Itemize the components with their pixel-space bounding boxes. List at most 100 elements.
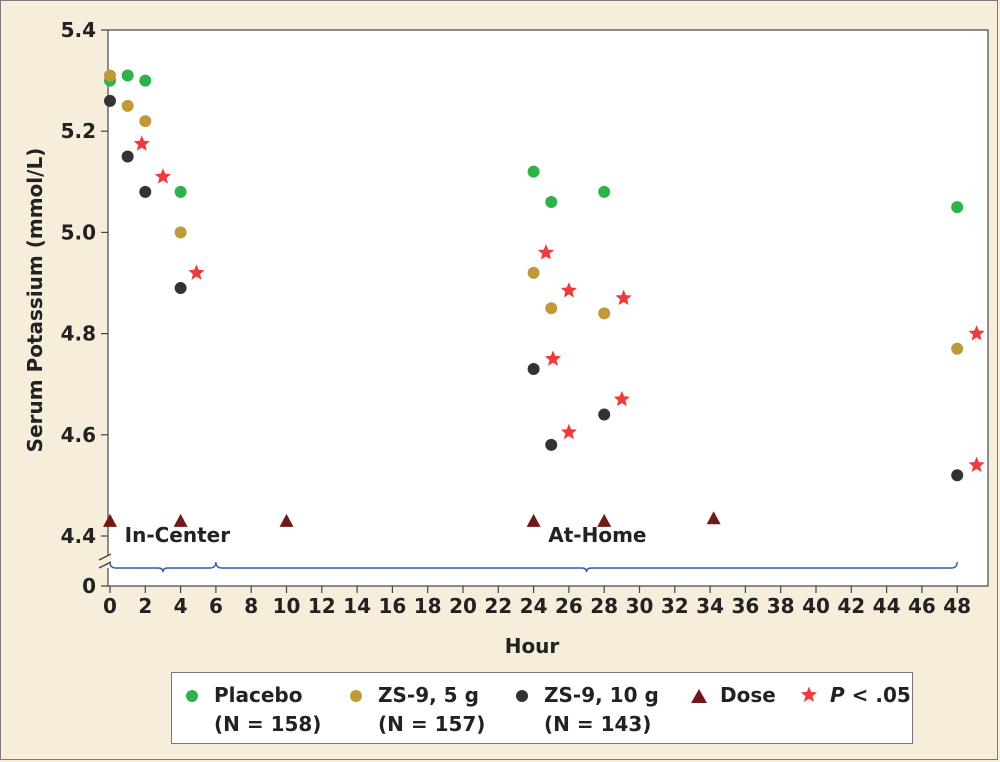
x-tick-label: 4 <box>174 594 188 618</box>
significance-star <box>544 350 562 366</box>
y-tick-label: 4.4 <box>61 524 96 548</box>
x-tick-label: 6 <box>209 594 223 618</box>
x-tick-label: 46 <box>908 594 936 618</box>
legend-label-p-italic: P <box>830 683 845 707</box>
legend-label-dose: Dose <box>720 683 776 707</box>
zs-9-10-g-point <box>139 185 152 198</box>
axes <box>98 29 958 593</box>
y-tick-label: 5.4 <box>61 18 96 42</box>
significance-star <box>968 456 985 473</box>
zs-9-10-g-point <box>527 363 540 376</box>
x-tick-label: 30 <box>626 594 654 618</box>
x-tick-label: 8 <box>244 594 258 618</box>
legend-n-zs9-10g: (N = 143) <box>544 712 652 736</box>
region-label-at-home: At-Home <box>548 523 646 547</box>
placebo-point <box>139 74 152 87</box>
zs-9-10-g-point <box>104 94 116 107</box>
x-tick-label: 34 <box>696 594 724 618</box>
zs-9-5-g-point <box>527 266 540 279</box>
triangle-icon <box>691 689 707 703</box>
scatter-chart: 4.44.64.85.05.25.400 2 4 6 8 10 12 14 16 18 20 22 24… <box>23 18 989 658</box>
zs-9-10-g-point <box>121 150 134 163</box>
zs-9-5-g-point <box>598 307 611 320</box>
legend-label-pvalue: P < .05 <box>830 681 911 710</box>
zs-9-10-g-point <box>598 408 611 421</box>
zs-9-10-g-point <box>174 282 187 295</box>
significance-star <box>133 135 150 151</box>
x-tick-label: 42 <box>837 594 865 618</box>
dose-marker <box>597 513 612 527</box>
placebo-point <box>545 196 558 209</box>
y-tick-label: 4.8 <box>61 322 96 346</box>
dose-marker <box>526 513 541 527</box>
x-tick-label: 14 <box>343 594 371 618</box>
region-label-in-center: In-Center <box>125 523 231 547</box>
placebo-point <box>527 165 540 178</box>
x-tick-label: 44 <box>873 594 901 618</box>
plot-area <box>107 29 989 587</box>
dose-marker <box>706 511 721 525</box>
at-home-brace <box>215 561 958 573</box>
significance-star <box>613 390 630 407</box>
star-icon <box>800 686 818 702</box>
period-braces <box>109 561 958 573</box>
zs-9-5-g-point <box>104 69 116 82</box>
legend-n-zs9-5g: (N = 157) <box>378 712 486 736</box>
legend-label-placebo: Placebo <box>214 683 303 707</box>
legend-n-placebo: (N = 158) <box>214 712 322 736</box>
zs-9-5-g-point <box>139 115 152 128</box>
legend-label-p-rest: < .05 <box>844 683 911 707</box>
significance-star <box>537 244 555 260</box>
x-tick-label: 2 <box>138 594 152 618</box>
dose-marker <box>279 513 294 527</box>
x-tick-label: 10 <box>273 594 301 618</box>
axis-break-mark <box>98 553 112 561</box>
legend: Placebo (N = 158) ZS-9, 5 g (N = 157) ZS… <box>171 672 913 744</box>
significance-star <box>615 289 632 306</box>
green-circle-icon <box>186 690 198 702</box>
x-tick-label: 24 <box>520 594 548 618</box>
y-tick-label: 5.2 <box>61 119 96 143</box>
axis-break-mark <box>98 561 112 569</box>
x-tick-label: 32 <box>661 594 689 618</box>
legend-label-zs9-5g: ZS-9, 5 g <box>378 683 479 707</box>
placebo-point <box>598 185 611 198</box>
significance-star <box>154 168 172 184</box>
zs-9-5-g-point <box>951 342 964 355</box>
x-tick-label: 40 <box>802 594 830 618</box>
x-tick-label: 0 <box>103 594 117 618</box>
x-tick-label: 28 <box>590 594 618 618</box>
x-tick-label: 20 <box>449 594 477 618</box>
region-labels: In-Center At-Home <box>125 523 647 547</box>
zs-9-5-g-point <box>545 302 558 315</box>
x-tick-label: 36 <box>731 594 759 618</box>
gold-circle-icon <box>350 690 362 702</box>
x-axis-title: Hour <box>505 634 560 658</box>
significance-star <box>560 282 577 298</box>
dose-marker <box>103 513 117 527</box>
placebo-point <box>121 69 134 82</box>
y-axis-title: Serum Potassium (mmol/L) <box>23 148 47 453</box>
y-tick-label: 4.6 <box>61 423 96 447</box>
zs-9-10-g-point <box>951 469 964 482</box>
zs-9-10-g-point <box>545 438 558 451</box>
y-tick-label: 5.0 <box>61 220 96 244</box>
y-tick-label-zero: 0 <box>82 574 96 598</box>
significance-star <box>188 264 205 280</box>
x-tick-label: 12 <box>308 594 336 618</box>
placebo-point <box>174 185 187 198</box>
x-tick-label: 26 <box>555 594 583 618</box>
x-tick-label: 38 <box>767 594 795 618</box>
x-tick-label: 16 <box>378 594 406 618</box>
legend-label-zs9-10g: ZS-9, 10 g <box>544 683 659 707</box>
placebo-point <box>951 201 964 214</box>
black-circle-icon <box>516 690 528 702</box>
significance-star <box>968 325 985 341</box>
axis-break-gap <box>99 556 111 568</box>
zs-9-5-g-point <box>121 99 134 112</box>
dose-marker <box>173 513 188 527</box>
zs-9-5-g-point <box>174 226 187 239</box>
data-marks <box>103 69 985 527</box>
tick-labels: 4.44.64.85.05.25.400 2 4 6 8 10 12 14 16 18 20 22 24… <box>61 18 972 618</box>
